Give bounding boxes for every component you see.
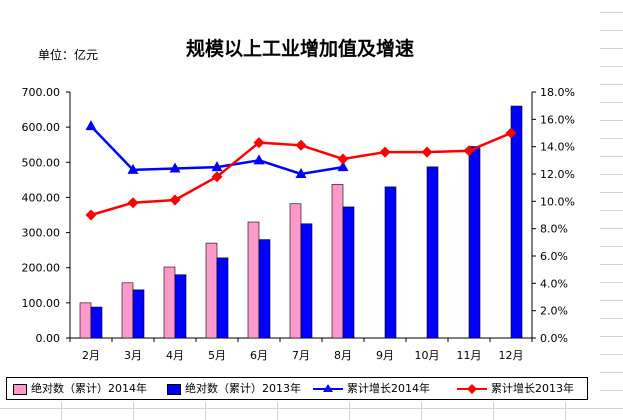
triangle-point (169, 162, 181, 173)
bar-2014 (331, 184, 344, 339)
bar-2014 (205, 242, 218, 339)
bar-2013 (342, 206, 355, 339)
combo-chart: 0.00 100.00 200.00 300.00 400.00 500.00 600.00… (22, 86, 575, 362)
bar-2013 (132, 289, 145, 339)
x-tick-label: 8月 (334, 349, 352, 362)
chart-title: 规模以上工业增加值及增速 (185, 38, 414, 60)
triangle-point (295, 168, 307, 178)
y-left-tick-label: 0.00 (36, 332, 61, 345)
y-right-tick-label: 10.0% (540, 195, 575, 208)
diamond-point (379, 146, 391, 158)
x-tick-label: 9月 (376, 349, 394, 362)
x-tick-label: 10月 (415, 349, 440, 362)
bar-2013 (216, 257, 229, 339)
bar-2013 (300, 223, 313, 339)
bar-2013 (90, 306, 103, 339)
x-tick-label: 12月 (499, 349, 524, 362)
y-left-tick-label: 500.00 (22, 156, 61, 169)
bar-2014 (121, 282, 134, 339)
y-right-tick-label: 0.0% (540, 332, 568, 345)
y-left-tick-label: 200.00 (22, 262, 61, 275)
y-right-tick-label: 2.0% (540, 305, 568, 318)
legend[interactable]: 绝对数（累计）2014年 绝对数（累计）2013年 累计增长2014年 累计增长… (6, 377, 588, 400)
triangle-marker-icon (313, 384, 343, 392)
triangle-point (253, 154, 265, 165)
bar-2013 (384, 186, 397, 339)
bar-2013 (426, 166, 439, 339)
y-left-tick-label: 400.00 (22, 191, 61, 204)
bar-2013 (258, 239, 271, 339)
legend-swatch-blue (167, 384, 181, 395)
bar-2013 (468, 146, 481, 339)
x-tick-label: 4月 (166, 349, 184, 362)
bar-2013 (174, 274, 187, 339)
x-tick-label: 11月 (457, 349, 482, 362)
diamond-point (85, 209, 97, 221)
y-right-tick-label: 12.0% (540, 168, 575, 181)
triangle-point (127, 163, 139, 174)
y-right-tick-label: 14.0% (540, 141, 575, 154)
x-tick-label: 2月 (82, 349, 100, 362)
x-tick-label: 6月 (250, 349, 268, 362)
x-tick-label: 7月 (292, 349, 310, 362)
legend-label: 累计增长2013年 (491, 382, 574, 395)
diamond-point (295, 139, 307, 151)
legend-label: 绝对数（累计）2014年 (31, 382, 147, 395)
diamond-point (421, 146, 433, 158)
y-left-tick-label: 700.00 (22, 86, 61, 99)
x-tick-label: 3月 (124, 349, 142, 362)
unit-label: 单位：亿元 (38, 48, 99, 62)
diamond-point (127, 197, 139, 209)
diamond-point (463, 145, 475, 157)
bar-2014 (289, 203, 302, 339)
diamond-point (337, 153, 349, 165)
x-tick-label: 5月 (208, 349, 226, 362)
bar-2014 (163, 266, 176, 339)
diamond-point (211, 171, 223, 183)
y-right-tick-label: 8.0% (540, 223, 568, 236)
y-left-tick-label: 100.00 (22, 297, 61, 310)
legend-label: 累计增长2014年 (347, 382, 430, 395)
y-left-tick-label: 600.00 (22, 121, 61, 134)
triangle-point (211, 161, 223, 172)
legend-swatch-pink (13, 384, 27, 395)
y-right-tick-label: 18.0% (540, 86, 575, 99)
y-right-tick-label: 16.0% (540, 113, 575, 126)
diamond-marker-icon (457, 384, 487, 394)
legend-label: 绝对数（累计）2013年 (185, 382, 301, 395)
diamond-point (253, 137, 265, 149)
y-right-tick-label: 6.0% (540, 250, 568, 263)
chart-area[interactable]: 规模以上工业增加值及增速 单位：亿元 0.00 100.00 200.00 300.0… (0, 0, 600, 402)
bar-2014 (79, 302, 92, 339)
y-right-tick-label: 4.0% (540, 277, 568, 290)
diamond-point (505, 127, 517, 139)
triangle-point (85, 120, 97, 131)
diamond-point (169, 194, 181, 206)
bar-2013 (510, 105, 523, 339)
triangle-point (337, 161, 349, 172)
y-left-tick-label: 300.00 (22, 227, 61, 240)
bar-2014 (247, 221, 260, 339)
